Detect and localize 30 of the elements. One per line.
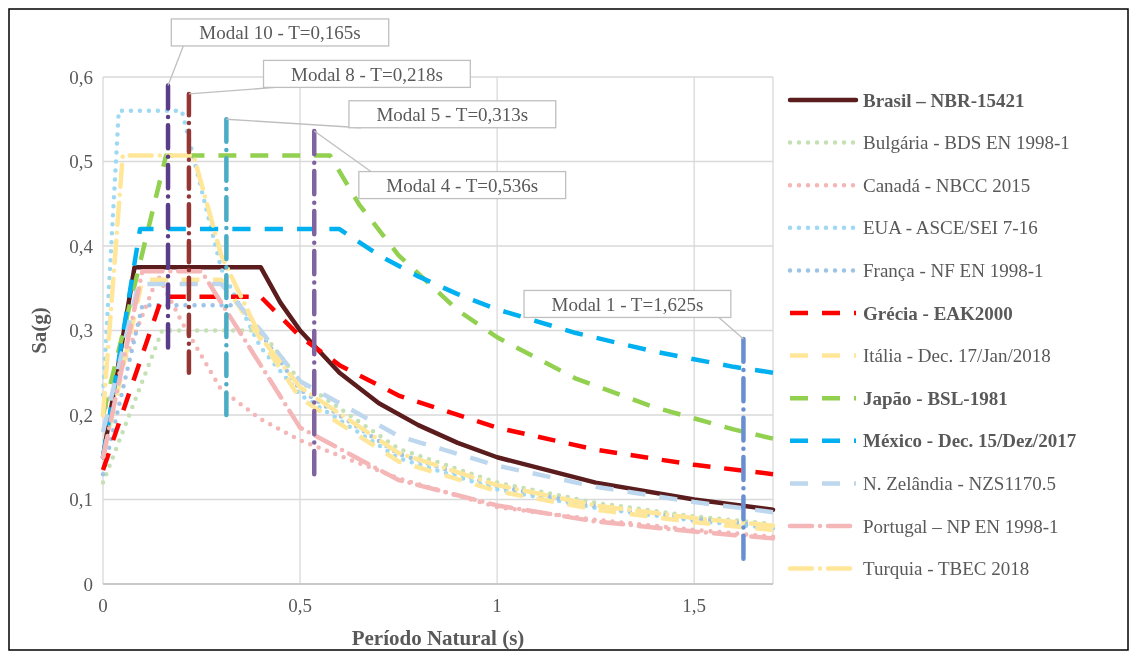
- annotation: Modal 10 - T=0,165s: [199, 22, 361, 44]
- annotation: Modal 5 - T=0,313s: [376, 103, 529, 125]
- y-tick-label: 0,5: [69, 151, 93, 173]
- y-axis-title: Sa(g): [27, 307, 51, 354]
- legend-label: N. Zelândia - NZS1170.5: [863, 473, 1056, 495]
- legend-label: Canadá - NBCC 2015: [863, 174, 1031, 196]
- x-tick-label: 1,5: [682, 595, 707, 616]
- annotation: Modal 1 - T=1,625s: [551, 293, 704, 315]
- legend-label: Turquia - TBEC 2018: [863, 558, 1030, 580]
- legend-label: Grécia - EAK2000: [863, 302, 1013, 324]
- x-tick-label: 0: [98, 595, 108, 616]
- y-tick-label: 0,2: [69, 404, 93, 426]
- annotation: Modal 8 - T=0,218s: [291, 63, 443, 85]
- y-tick-label: 0,3: [69, 320, 93, 342]
- y-tick-label: 0: [83, 573, 93, 595]
- y-tick-label: 0,6: [69, 66, 93, 88]
- legend-label: EUA - ASCE/SEI 7-16: [863, 217, 1038, 239]
- x-tick-label: 0,5: [288, 595, 312, 616]
- legend-label: Bulgária - BDS EN 1998-1: [863, 132, 1070, 154]
- legend-label: França - NF EN 1998-1: [863, 260, 1044, 282]
- legend-label: Brasil – NBR-15421: [863, 89, 1025, 111]
- legend-label: Japão - BSL-1981: [863, 387, 1008, 409]
- legend-label: México - Dec. 15/Dez/2017: [863, 430, 1077, 452]
- legend-label: Portugal – NP EN 1998-1: [863, 515, 1059, 537]
- x-axis-title: Período Natural (s): [351, 626, 525, 650]
- y-tick-label: 0,1: [69, 489, 93, 511]
- annotation: Modal 4 - T=0,536s: [386, 174, 539, 196]
- x-tick-label: 1: [492, 595, 502, 616]
- y-tick-label: 0,4: [69, 235, 94, 257]
- legend-label: Itália - Dec. 17/Jan/2018: [863, 345, 1051, 367]
